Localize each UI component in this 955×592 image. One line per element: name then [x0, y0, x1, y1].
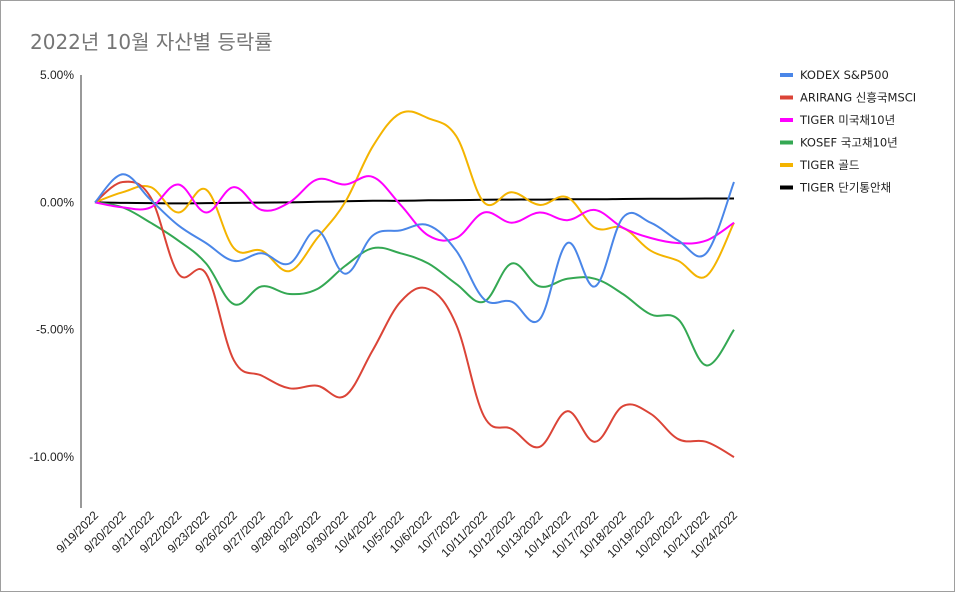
legend-swatch: [780, 185, 793, 190]
series-line: [94, 110, 735, 279]
series-line: [94, 180, 735, 458]
legend-swatch: [780, 95, 793, 100]
y-tick-label: -5.00%: [36, 323, 74, 337]
series-line: [94, 173, 735, 323]
chart-title: 2022년 10월 자산별 등락률: [30, 30, 273, 54]
legend-label[interactable]: KOSEF 국고채10년: [800, 136, 898, 150]
series-lines: [94, 110, 735, 458]
y-tick-label: -10.00%: [29, 450, 74, 464]
legend-label[interactable]: TIGER 미국채10년: [799, 113, 895, 127]
legend-swatch: [780, 118, 793, 122]
series-line: [94, 175, 735, 245]
legend-swatch: [780, 73, 793, 77]
legend-label[interactable]: ARIRANG 신흥국MSCI: [800, 91, 916, 105]
legend-swatch: [780, 163, 793, 167]
legend-label[interactable]: KODEX S&P500: [800, 68, 889, 82]
y-tick-label: 5.00%: [40, 68, 74, 82]
legend-label[interactable]: TIGER 단기통안채: [799, 181, 891, 195]
legend-swatch: [780, 140, 793, 145]
series-line: [94, 201, 735, 367]
y-tick-label: 0.00%: [40, 195, 74, 209]
series-line: [94, 197, 734, 205]
legend: KODEX S&P500 ARIRANG 신흥국MSCI TIGER 미국채10년 K…: [780, 68, 916, 195]
y-tick-labels: 5.00% 0.00% -5.00% -10.00%: [29, 68, 74, 464]
x-tick-labels: 9/19/20229/20/20229/21/20229/22/20229/23…: [53, 508, 740, 561]
legend-label[interactable]: TIGER 골드: [799, 158, 859, 172]
